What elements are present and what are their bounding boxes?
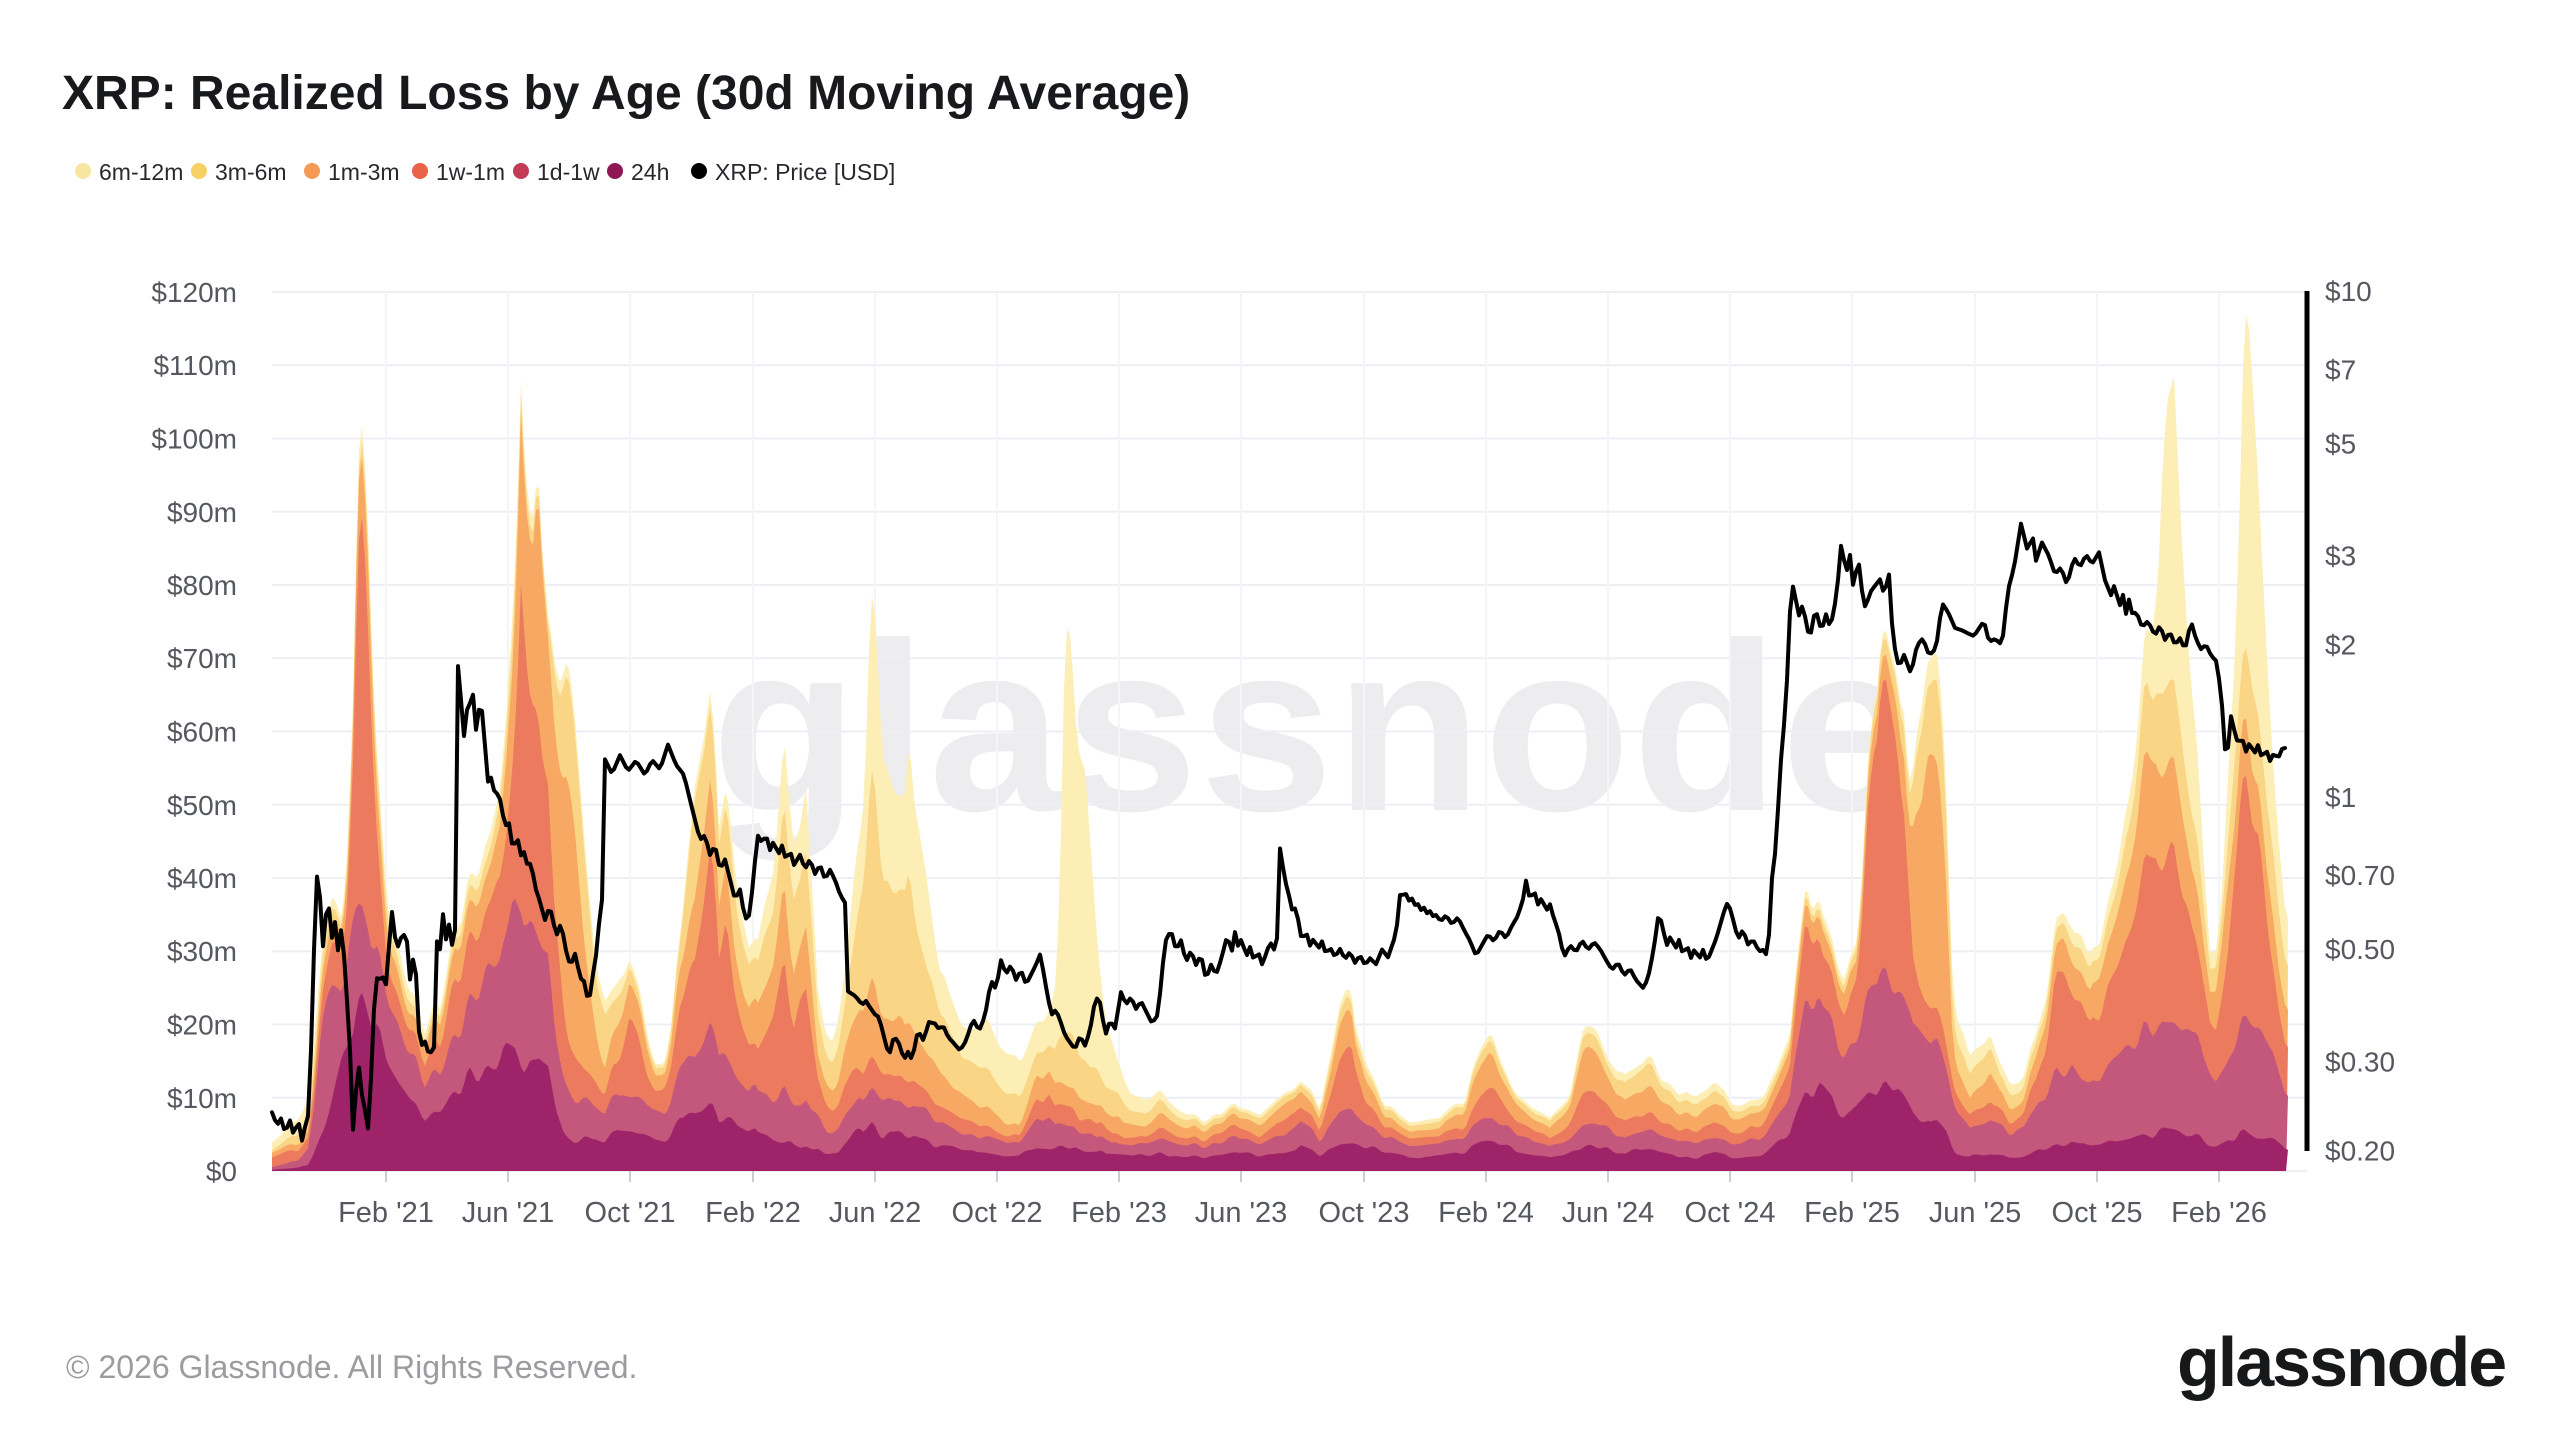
svg-text:$0.30: $0.30	[2325, 1046, 2395, 1077]
svg-text:$90m: $90m	[167, 497, 237, 528]
svg-text:$40m: $40m	[167, 863, 237, 894]
svg-text:Oct '25: Oct '25	[2052, 1197, 2143, 1229]
svg-text:$110m: $110m	[153, 350, 237, 381]
svg-text:$0.50: $0.50	[2325, 934, 2395, 965]
svg-text:$0.70: $0.70	[2325, 860, 2395, 891]
svg-text:Jun '23: Jun '23	[1195, 1197, 1288, 1229]
svg-text:3m-6m: 3m-6m	[215, 159, 287, 185]
svg-text:Jun '24: Jun '24	[1562, 1197, 1655, 1229]
svg-text:$50m: $50m	[167, 790, 237, 821]
svg-text:Feb '25: Feb '25	[1804, 1197, 1900, 1229]
svg-text:$10m: $10m	[167, 1083, 237, 1114]
svg-text:$0: $0	[206, 1156, 237, 1187]
svg-text:Oct '23: Oct '23	[1319, 1197, 1410, 1229]
svg-text:Feb '22: Feb '22	[705, 1197, 801, 1229]
svg-text:$70m: $70m	[167, 643, 237, 674]
svg-text:XRP: Price [USD]: XRP: Price [USD]	[715, 159, 895, 185]
svg-text:$120m: $120m	[151, 277, 237, 308]
svg-text:Oct '24: Oct '24	[1685, 1197, 1776, 1229]
svg-text:$3: $3	[2325, 541, 2356, 572]
svg-text:Jun '22: Jun '22	[829, 1197, 922, 1229]
svg-text:Jun '21: Jun '21	[462, 1197, 555, 1229]
svg-text:$30m: $30m	[167, 936, 237, 967]
svg-text:$2: $2	[2325, 630, 2356, 661]
svg-text:$1: $1	[2325, 782, 2356, 813]
svg-text:Oct '22: Oct '22	[952, 1197, 1043, 1229]
svg-text:$60m: $60m	[167, 717, 237, 748]
svg-text:Feb '23: Feb '23	[1071, 1197, 1167, 1229]
svg-text:$80m: $80m	[167, 570, 237, 601]
svg-text:$20m: $20m	[167, 1010, 237, 1041]
svg-text:Feb '26: Feb '26	[2171, 1197, 2267, 1229]
svg-text:$7: $7	[2325, 354, 2356, 385]
svg-text:$0.20: $0.20	[2325, 1135, 2395, 1166]
svg-text:6m-12m: 6m-12m	[99, 159, 183, 185]
svg-text:$5: $5	[2325, 428, 2356, 459]
svg-text:$100m: $100m	[151, 424, 237, 455]
svg-text:Feb '24: Feb '24	[1438, 1197, 1534, 1229]
svg-text:Feb '21: Feb '21	[338, 1197, 434, 1229]
svg-text:1d-1w: 1d-1w	[537, 159, 600, 185]
svg-text:Oct '21: Oct '21	[585, 1197, 676, 1229]
svg-text:24h: 24h	[631, 159, 669, 185]
svg-text:Jun '25: Jun '25	[1929, 1197, 2022, 1229]
svg-text:$10: $10	[2325, 276, 2372, 307]
svg-text:1m-3m: 1m-3m	[328, 159, 400, 185]
svg-text:1w-1m: 1w-1m	[436, 159, 505, 185]
